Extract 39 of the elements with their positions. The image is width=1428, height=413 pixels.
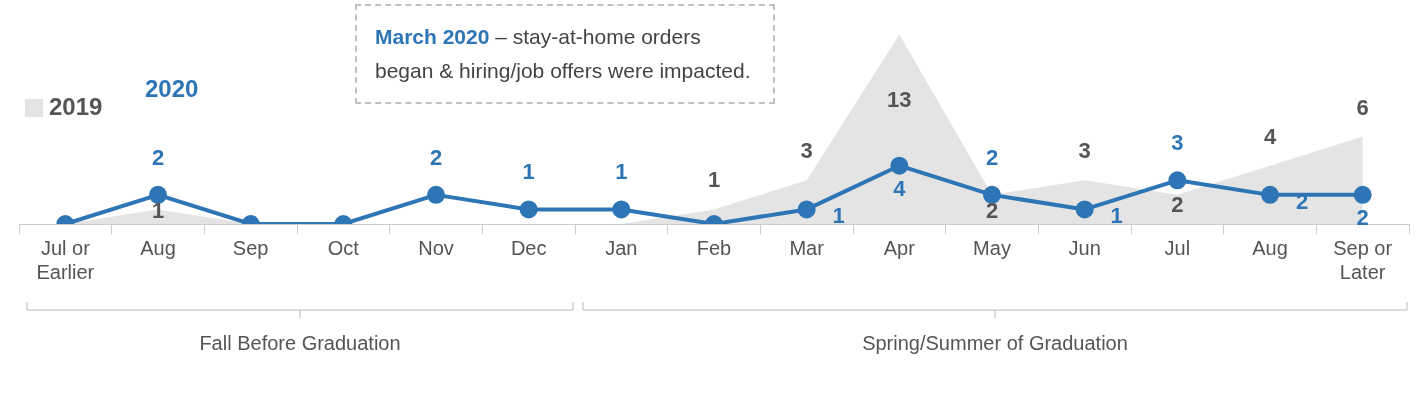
data-label: 2 [1356, 204, 1369, 230]
x-tick-label: Feb [696, 236, 732, 259]
data-label: 2 [429, 144, 443, 170]
legend-label: 2019 [49, 92, 103, 120]
annotation: March 2020 – stay-at-home orders began & hiring/job offers were impacted. [355, 4, 775, 104]
data-label: 1 [832, 203, 845, 229]
text: Fall Before Graduation [199, 331, 401, 354]
data-label: 3 [800, 138, 813, 164]
data-label: 1 [151, 198, 165, 224]
data-label: 1 [1110, 203, 1123, 229]
x-tick-label: Mar [789, 236, 825, 259]
data-label: 2 [985, 144, 999, 170]
x-tick-label: Jan [605, 236, 638, 259]
x-tick-label: Jul or Earlier [36, 236, 95, 283]
text: 2020 [145, 74, 199, 102]
data-label: 1 [707, 167, 721, 193]
x-tick-label: Oct [327, 236, 360, 259]
x-tick-label: Aug [1252, 236, 1288, 259]
x-tick-label: Sep or Later [1333, 236, 1393, 283]
text: Spring/Summer of Graduation [862, 331, 1128, 354]
data-label: 3 [1171, 130, 1184, 156]
x-tick-label: Dec [510, 236, 547, 259]
data-label: 2 [151, 144, 165, 170]
x-tick-label: Aug [140, 236, 176, 259]
data-label: 4 [893, 175, 907, 201]
data-label: 1 [522, 159, 535, 185]
data-label: 1 [615, 159, 628, 185]
data-label: 3 [1078, 138, 1091, 164]
data-label: 2 [1171, 192, 1184, 218]
x-tick-label: Sep [232, 236, 269, 259]
x-tick-label: Jun [1068, 236, 1101, 259]
data-label: 6 [1356, 94, 1369, 120]
x-tick-label: May [973, 236, 1011, 259]
data-label: 2 [985, 198, 999, 224]
x-tick-label: Apr [883, 236, 916, 259]
data-label: 4 [1263, 123, 1277, 149]
x-tick-label: Nov [418, 236, 454, 259]
x-tick-label: Jul [1164, 236, 1191, 259]
data-label: 13 [887, 86, 912, 112]
